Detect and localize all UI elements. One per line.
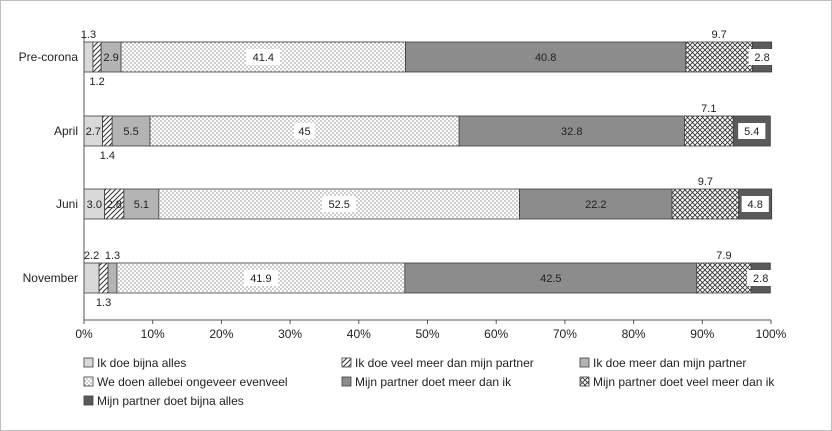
data-label: 45: [298, 126, 310, 138]
data-label: 1.3: [81, 29, 96, 41]
bar-segment: [684, 115, 734, 147]
data-label: 40.8: [535, 52, 556, 64]
data-label: 41.4: [253, 52, 274, 64]
bar-segment: [92, 41, 102, 73]
x-tick-label: 80%: [622, 327, 646, 341]
data-label-box: [747, 270, 775, 286]
bar-segment: [107, 262, 118, 294]
x-tick-label: 0%: [75, 327, 93, 341]
legend-swatch: [341, 357, 352, 368]
bar-segment: [83, 41, 94, 73]
category-labels: Pre-corona April Juni November: [19, 50, 79, 285]
data-label-box: [741, 196, 769, 212]
legend: Ik doe bijna alles Ik doe veel meer dan m…: [83, 356, 775, 408]
data-label: 9.7: [711, 29, 726, 41]
data-label: 2.8: [754, 52, 769, 64]
data-label: 2.9: [103, 52, 118, 64]
bar-segment: [696, 262, 752, 294]
data-label: 5.4: [744, 126, 759, 138]
legend-swatch: [579, 376, 590, 387]
data-label-box: [294, 123, 315, 139]
category-label: Pre-corona: [19, 50, 79, 64]
data-label: 1.3: [96, 297, 111, 309]
x-tick-label: 10%: [141, 327, 165, 341]
legend-swatch: [83, 395, 94, 406]
data-label-box: [322, 196, 357, 212]
bar-segment: [83, 262, 100, 294]
legend-label: Mijn partner doet bijna alles: [97, 394, 244, 408]
x-tick-label: 40%: [347, 327, 371, 341]
legend-label: Ik doe bijna alles: [97, 356, 186, 370]
x-tick-label: 100%: [756, 327, 787, 341]
data-label: 1.2: [89, 76, 104, 88]
data-label-box: [748, 49, 776, 65]
bar-segment: [685, 41, 753, 73]
data-label-box: [246, 49, 281, 65]
bar-segment: [458, 115, 685, 147]
data-label: 42.5: [540, 273, 561, 285]
data-label: 5.5: [123, 126, 138, 138]
legend-swatch: [579, 357, 590, 368]
data-label: 2.7: [86, 126, 101, 138]
data-label: 7.9: [716, 250, 731, 262]
data-label: 4.8: [748, 199, 763, 211]
bar-segment: [519, 188, 673, 220]
data-label-box: [738, 123, 766, 139]
category-label: Juni: [56, 197, 78, 211]
bar-segment: [405, 41, 687, 73]
x-tick-label: 20%: [209, 327, 233, 341]
data-label: 1.3: [105, 250, 120, 262]
bar-segment: [671, 188, 740, 220]
x-tick-label: 90%: [690, 327, 714, 341]
data-label: 9.7: [698, 176, 713, 188]
legend-label: Ik doe veel meer dan mijn partner: [355, 356, 534, 370]
legend-label: Mijn partner doet veel meer dan ik: [593, 375, 775, 389]
data-label: 2.2: [84, 250, 99, 262]
data-labels: 1.3 1.2 2.9 41.4 40.8 9.7 2.8 2.7 1.4 5.5 45 32.8 7.…: [81, 29, 776, 309]
data-label: 41.9: [250, 273, 271, 285]
category-label: November: [23, 271, 78, 285]
data-label: 22.2: [585, 199, 606, 211]
x-tick-label: 30%: [278, 327, 302, 341]
legend-swatch: [83, 376, 94, 387]
legend-label: We doen allebei ongeveer evenveel: [97, 375, 288, 389]
data-label: 2.8: [107, 199, 122, 211]
data-label: 1.4: [100, 150, 115, 162]
data-label: 52.5: [329, 199, 350, 211]
data-label: 2.8: [753, 273, 768, 285]
data-label: 32.8: [561, 126, 582, 138]
x-tick-label: 60%: [484, 327, 508, 341]
legend-label: Ik doe meer dan mijn partner: [593, 356, 746, 370]
data-label: 7.1: [701, 103, 716, 115]
data-label-box: [244, 270, 278, 286]
bar-segment: [123, 188, 160, 220]
data-label: 5.1: [134, 199, 149, 211]
x-tick-label: 70%: [553, 327, 577, 341]
category-label: April: [54, 124, 78, 138]
x-axis: 0% 10% 20% 30% 40% 50% 60% 70% 80% 90% 100%: [75, 32, 787, 341]
bar-segment: [98, 262, 109, 294]
bar-segment: [102, 115, 113, 147]
legend-label: Mijn partner doet meer dan ik: [355, 375, 512, 389]
bars-layer: [83, 41, 773, 294]
legend-swatch: [83, 357, 94, 368]
data-label: 3.0: [87, 199, 102, 211]
x-tick-label: 50%: [415, 327, 439, 341]
legend-swatch: [341, 376, 352, 387]
